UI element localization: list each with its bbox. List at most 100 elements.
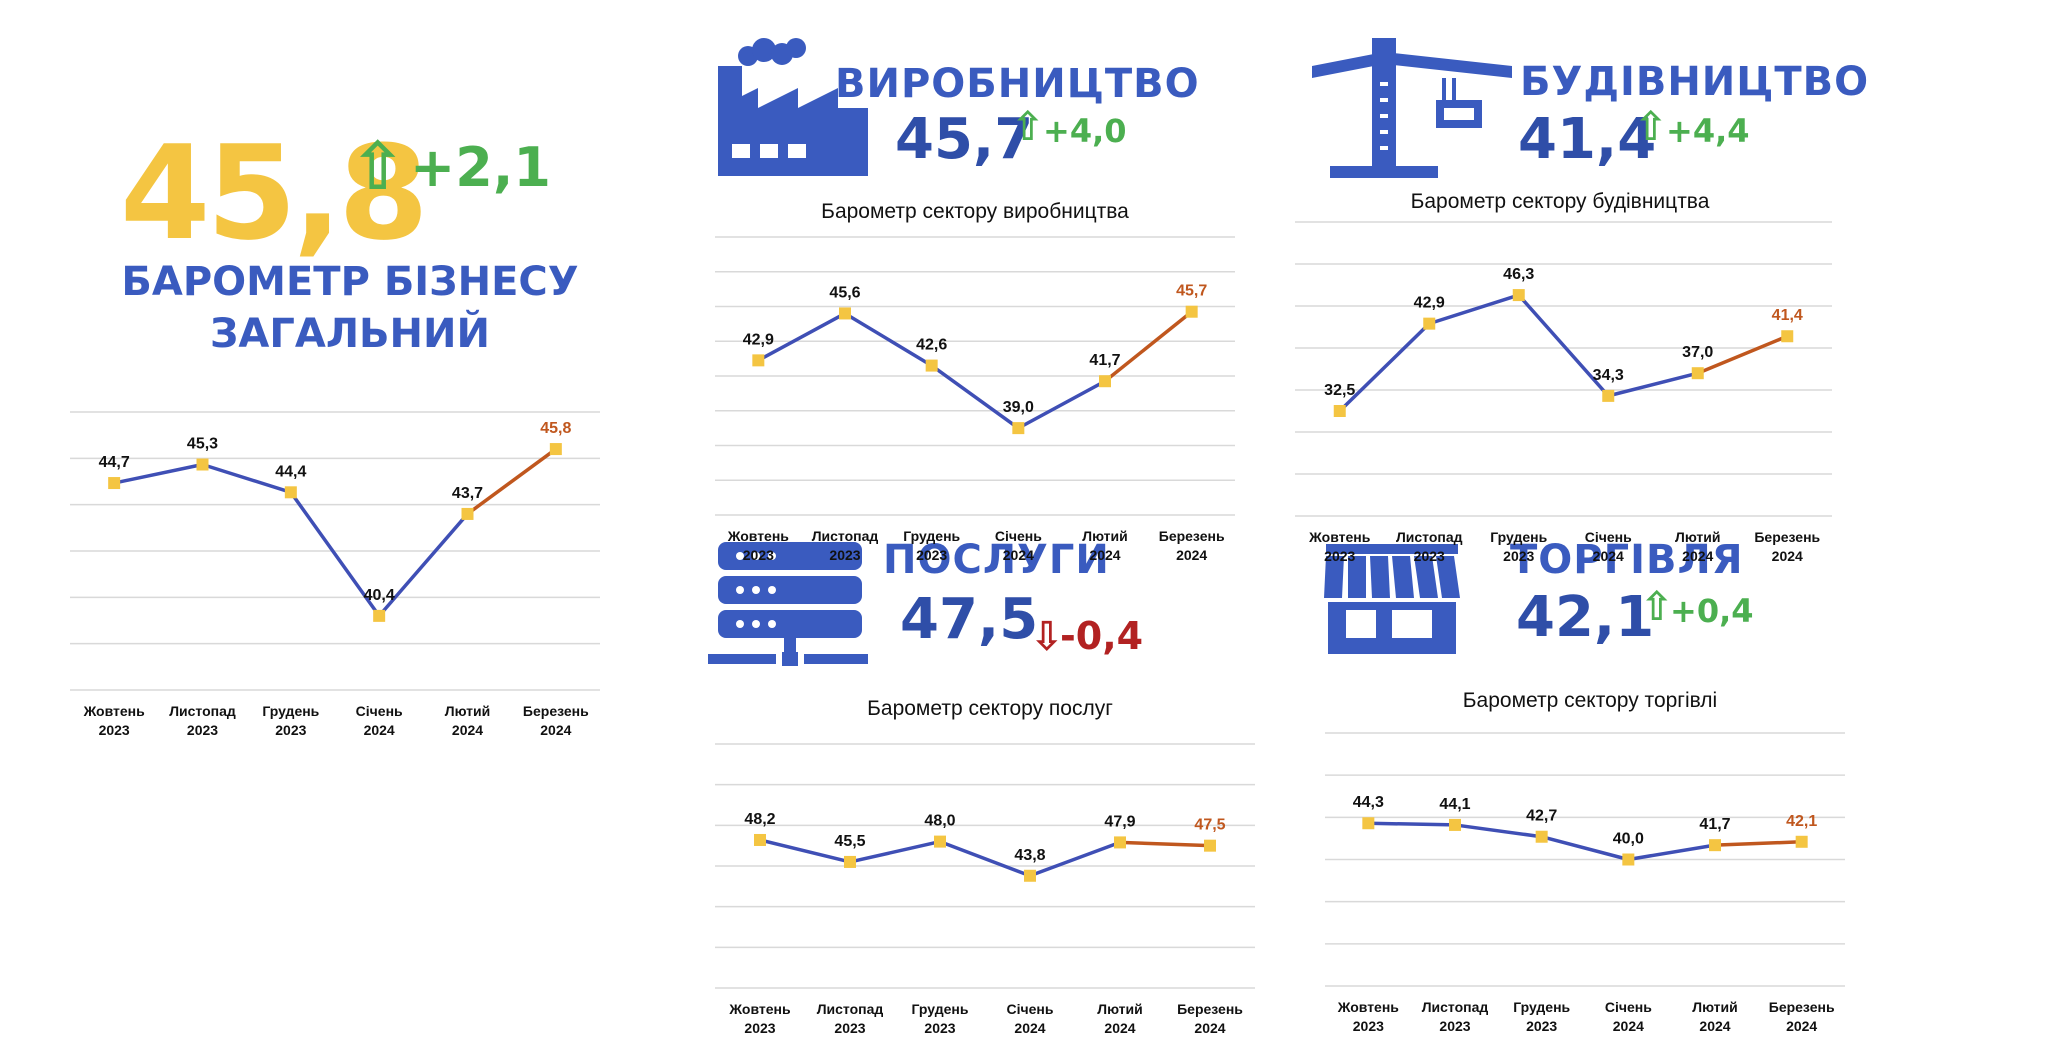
data-point [925, 359, 938, 372]
services-value: 47,5 [900, 587, 1039, 652]
x-tick-label-year: 2023 [1414, 548, 1445, 564]
x-tick-label-month: Березень [523, 703, 589, 719]
trade-chart-title: Барометр сектору торгівлі [1462, 689, 1718, 712]
series-segment [1028, 840, 1122, 878]
x-tick-label-month: Березень [1754, 529, 1820, 545]
data-label: 41,4 [1772, 307, 1803, 324]
series-segment-latest [1696, 334, 1789, 375]
construction-delta: +4,4 [1666, 112, 1750, 150]
x-tick-label-year: 2024 [1194, 1020, 1225, 1036]
x-tick-label-month: Жовтень [1308, 529, 1371, 545]
x-tick-label-month: Листопад [1422, 999, 1489, 1015]
store-icon [1324, 544, 1460, 654]
data-point [934, 835, 946, 848]
data-point [1512, 289, 1525, 302]
x-tick-label-year: 2024 [452, 722, 483, 738]
overall-header: 45,8 ⇧ +2,1 [120, 128, 590, 258]
x-tick-label-month: Лютий [1082, 528, 1128, 544]
data-label: 42,9 [743, 331, 774, 348]
data-label: 45,5 [834, 833, 865, 850]
data-label: 37,0 [1682, 344, 1713, 361]
x-tick-label-month: Жовтень [1337, 999, 1400, 1015]
x-tick-label-month: Лютий [1675, 529, 1721, 545]
data-point [1024, 869, 1036, 882]
x-tick-label-year: 2024 [1089, 547, 1120, 563]
data-label: 43,7 [452, 485, 483, 502]
data-point [1204, 839, 1216, 852]
data-point [1535, 830, 1548, 843]
x-tick-label-year: 2024 [1176, 547, 1207, 563]
x-tick-label-year: 2024 [1613, 1018, 1644, 1034]
data-point [549, 443, 562, 456]
series-segment [1626, 843, 1717, 862]
x-tick-label-year: 2023 [1503, 548, 1534, 564]
manufacturing-delta: +4,0 [1043, 112, 1127, 150]
x-tick-label-year: 2024 [1003, 547, 1034, 563]
series-segment [112, 462, 205, 485]
series-segment [289, 490, 381, 618]
services-arrow-down-icon: ⇩ [1030, 614, 1064, 660]
services-delta: -0,4 [1060, 614, 1144, 658]
x-tick-label-year: 2024 [1104, 1020, 1135, 1036]
data-point [1449, 818, 1461, 831]
x-tick-label-month: Грудень [1490, 529, 1547, 545]
x-tick-label-year: 2023 [99, 722, 130, 738]
series-segment [848, 839, 942, 864]
x-tick-label-month: Жовтень [83, 703, 146, 719]
x-tick-label-month: Січень [356, 703, 403, 719]
x-tick-label-month: Грудень [912, 1001, 969, 1017]
data-label: 46,3 [1503, 266, 1534, 283]
x-tick-label-year: 2023 [924, 1020, 955, 1036]
x-tick-label-year: 2024 [540, 722, 571, 738]
x-tick-label-month: Січень [1007, 1001, 1054, 1017]
data-point [1423, 317, 1436, 330]
x-tick-label-year: 2024 [1699, 1018, 1730, 1034]
x-tick-label-month: Листопад [812, 528, 879, 544]
x-tick-label-month: Жовтень [728, 1001, 791, 1017]
services-title: ПОСЛУГИ [883, 537, 1110, 583]
x-tick-label-month: Березень [1177, 1001, 1243, 1017]
data-label: 45,3 [187, 436, 218, 453]
x-tick-label-month: Березень [1769, 999, 1835, 1015]
series-segment [1539, 834, 1631, 862]
data-point [844, 855, 856, 868]
data-label: 34,3 [1593, 367, 1624, 384]
series-segment [200, 462, 293, 495]
series-segment [756, 311, 847, 363]
data-point [373, 609, 386, 622]
data-point [1622, 853, 1635, 866]
series-segment [1016, 379, 1107, 430]
x-tick-label-month: Січень [995, 528, 1042, 544]
factory-icon [718, 38, 868, 176]
server-icon [708, 542, 868, 666]
data-point [284, 486, 297, 499]
page-title: БАРОМЕТР БІЗНЕСУ ЗАГАЛЬНИЙ [40, 256, 660, 360]
x-tick-label-month: Грудень [1513, 999, 1570, 1015]
data-label: 41,7 [1089, 352, 1120, 369]
x-tick-label-month: Січень [1585, 529, 1632, 545]
construction-title: БУДІВНИЦТВО [1520, 59, 1870, 105]
data-point [839, 307, 851, 320]
x-tick-label-month: Лютий [1692, 999, 1738, 1015]
x-tick-label-month: Жовтень [727, 528, 790, 544]
series-segment [929, 363, 1021, 430]
x-tick-label-month: Листопад [169, 703, 236, 719]
data-point [1012, 422, 1025, 435]
x-tick-label-month: Листопад [817, 1001, 884, 1017]
data-point [1691, 367, 1704, 380]
x-tick-label-year: 2023 [275, 722, 306, 738]
data-point [754, 833, 766, 846]
x-tick-label-year: 2024 [1593, 548, 1624, 564]
series-segment [1427, 293, 1521, 326]
x-tick-label-year: 2024 [1014, 1020, 1045, 1036]
data-label: 45,8 [540, 420, 571, 437]
x-tick-label-year: 2023 [1526, 1018, 1557, 1034]
data-label: 42,6 [916, 337, 947, 354]
x-tick-label-year: 2024 [364, 722, 395, 738]
series-segment [1453, 823, 1544, 839]
services-stats: 47,5 ⇩ -0,4 [900, 592, 1200, 662]
data-point [1795, 835, 1808, 848]
